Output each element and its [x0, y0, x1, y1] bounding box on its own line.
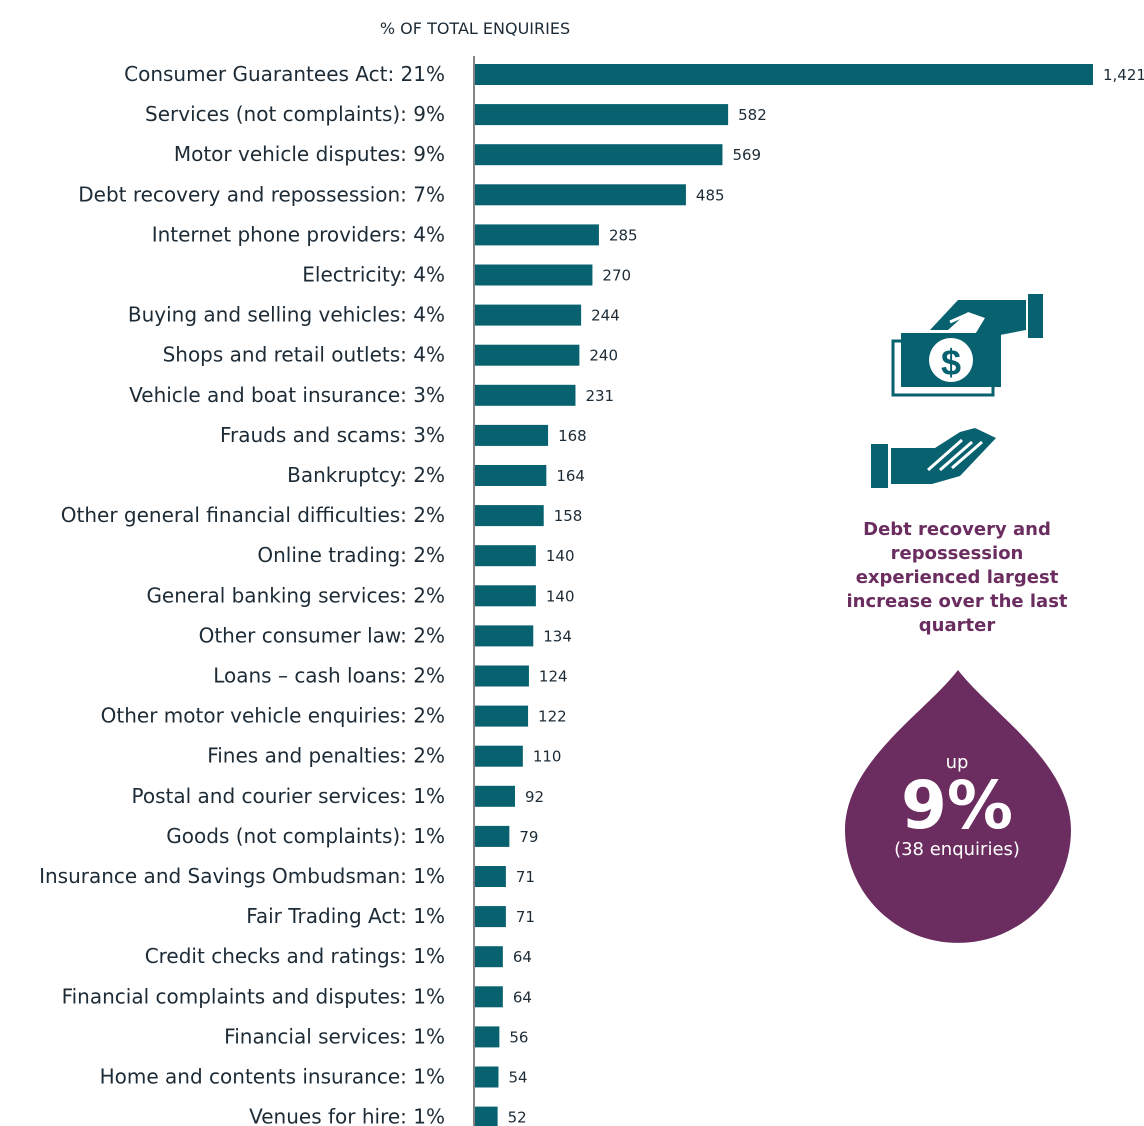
bar: [475, 705, 529, 727]
bar: [475, 906, 506, 928]
bar: [475, 1026, 500, 1048]
bar: [475, 304, 582, 326]
category-label: Electricity: 4%: [302, 263, 445, 287]
category-label: General banking services: 2%: [146, 583, 445, 607]
value-label: 79: [519, 828, 538, 846]
value-label: 71: [516, 908, 535, 926]
bar: [475, 224, 599, 246]
bar: [475, 505, 544, 527]
bar: [475, 144, 723, 166]
bar: [475, 64, 1093, 85]
value-label: 134: [543, 627, 572, 645]
value-label: 285: [609, 226, 638, 244]
bar: [475, 264, 593, 286]
category-label: Frauds and scams: 3%: [220, 423, 445, 447]
value-label: 92: [525, 788, 544, 806]
category-label: Fair Trading Act: 1%: [246, 904, 445, 928]
category-label: Online trading: 2%: [257, 543, 445, 567]
value-label: 140: [546, 587, 575, 605]
category-label: Debt recovery and repossession: 7%: [78, 182, 445, 206]
value-label: 569: [732, 146, 761, 164]
bar: [475, 946, 503, 968]
value-label: 485: [696, 186, 725, 204]
category-label: Services (not complaints): 9%: [145, 102, 445, 126]
category-label: Shops and retail outlets: 4%: [163, 343, 445, 367]
category-label: Loans – cash loans: 2%: [213, 664, 445, 688]
category-label: Postal and courier services: 1%: [132, 784, 445, 808]
highlight-droplet: [845, 670, 1071, 943]
bar: [475, 344, 580, 366]
bar: [475, 1066, 499, 1088]
highlight-value: 9%: [900, 767, 1014, 844]
category-label: Insurance and Savings Ombudsman: 1%: [39, 864, 445, 888]
value-label: 140: [546, 547, 575, 565]
value-label: 64: [513, 948, 532, 966]
value-label: 164: [556, 467, 585, 485]
value-label: 582: [738, 106, 767, 124]
value-label: 1,421: [1103, 66, 1144, 84]
category-label: Other motor vehicle enquiries: 2%: [101, 704, 445, 728]
category-label: Financial services: 1%: [224, 1024, 445, 1048]
bar: [475, 384, 576, 406]
value-label: 168: [558, 427, 587, 445]
bar: [475, 465, 547, 486]
bars-layer: Consumer Guarantees Act: 21% 1,421 Service…: [39, 62, 1144, 1126]
highlight-prefix: up: [945, 752, 969, 773]
bar: [475, 625, 534, 647]
value-label: 122: [538, 708, 567, 726]
value-label: 158: [554, 507, 583, 525]
bar: [475, 745, 523, 767]
value-label: 124: [539, 668, 568, 686]
value-label: 71: [516, 868, 535, 886]
bar: [475, 184, 686, 206]
category-label: Credit checks and ratings: 1%: [145, 944, 445, 968]
value-label: 64: [513, 988, 532, 1006]
category-label: Vehicle and boat insurance: 3%: [129, 383, 445, 407]
highlight-text: up 9% (38 enquiries): [848, 752, 1066, 862]
bar: [475, 1106, 498, 1126]
open-hand-icon: [871, 428, 996, 488]
category-label: Financial complaints and disputes: 1%: [62, 984, 445, 1008]
svg-text:$: $: [941, 342, 961, 383]
value-label: 244: [591, 307, 620, 325]
value-label: 52: [508, 1109, 527, 1126]
highlight-detail: (38 enquiries): [894, 839, 1020, 860]
category-label: Goods (not complaints): 1%: [166, 824, 445, 848]
bar: [475, 986, 503, 1008]
bar: [475, 785, 516, 807]
chart-title: % OF TOTAL ENQUIRIES: [380, 19, 570, 38]
value-label: 54: [508, 1069, 527, 1087]
category-label: Other general financial difficulties: 2%: [61, 503, 445, 527]
value-label: 240: [589, 347, 618, 365]
category-label: Consumer Guarantees Act: 21%: [124, 62, 445, 86]
value-label: 270: [602, 267, 631, 285]
category-label: Internet phone providers: 4%: [152, 222, 445, 246]
category-label: Venues for hire: 1%: [249, 1105, 445, 1126]
value-label: 110: [533, 748, 562, 766]
value-label: 56: [509, 1028, 528, 1046]
category-label: Motor vehicle disputes: 9%: [174, 142, 445, 166]
category-label: Other consumer law: 2%: [199, 623, 445, 647]
bar: [475, 545, 536, 567]
bar: [475, 825, 510, 847]
category-label: Buying and selling vehicles: 4%: [128, 303, 445, 327]
bar: [475, 585, 536, 607]
bar: [475, 665, 529, 687]
callout-text: Debt recovery and repossession experienc…: [846, 519, 1068, 636]
category-label: Fines and penalties: 2%: [207, 744, 445, 768]
value-label: 231: [585, 387, 614, 405]
bar: [475, 424, 549, 446]
money-handover-icon: $: [891, 294, 1043, 397]
category-label: Home and contents insurance: 1%: [100, 1065, 445, 1089]
bar: [475, 104, 729, 126]
category-label: Bankruptcy: 2%: [287, 463, 445, 487]
bar: [475, 866, 506, 887]
